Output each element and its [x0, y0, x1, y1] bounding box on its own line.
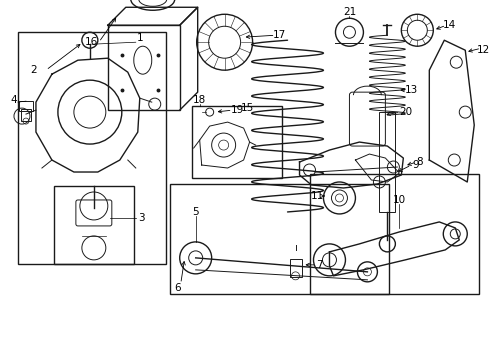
- Bar: [170, 184, 390, 294]
- Text: 3: 3: [139, 213, 145, 223]
- Bar: [19, 101, 33, 111]
- Bar: [379, 112, 395, 212]
- Bar: [192, 106, 282, 178]
- Bar: [54, 186, 134, 264]
- Text: 6: 6: [174, 283, 181, 293]
- Text: 7: 7: [316, 260, 323, 270]
- Bar: [21, 109, 31, 121]
- Text: 17: 17: [273, 30, 286, 40]
- Text: 14: 14: [442, 20, 456, 30]
- Text: 19: 19: [231, 105, 244, 115]
- Text: 4: 4: [11, 95, 17, 105]
- Text: 11: 11: [311, 191, 324, 201]
- Text: 1: 1: [136, 33, 143, 43]
- Text: 12: 12: [477, 45, 490, 55]
- Text: 16: 16: [85, 37, 98, 47]
- Text: 9: 9: [412, 160, 418, 170]
- Text: 20: 20: [399, 107, 412, 117]
- Text: 10: 10: [393, 195, 406, 205]
- Bar: [108, 25, 180, 110]
- Text: 13: 13: [405, 85, 418, 95]
- Bar: [290, 259, 301, 277]
- Bar: [18, 32, 166, 264]
- Text: 8: 8: [416, 157, 423, 167]
- Bar: [310, 174, 479, 294]
- Text: 5: 5: [193, 207, 199, 217]
- Text: 21: 21: [343, 7, 356, 17]
- Text: 18: 18: [193, 95, 206, 105]
- Text: 2: 2: [31, 65, 37, 75]
- Text: 15: 15: [241, 103, 254, 113]
